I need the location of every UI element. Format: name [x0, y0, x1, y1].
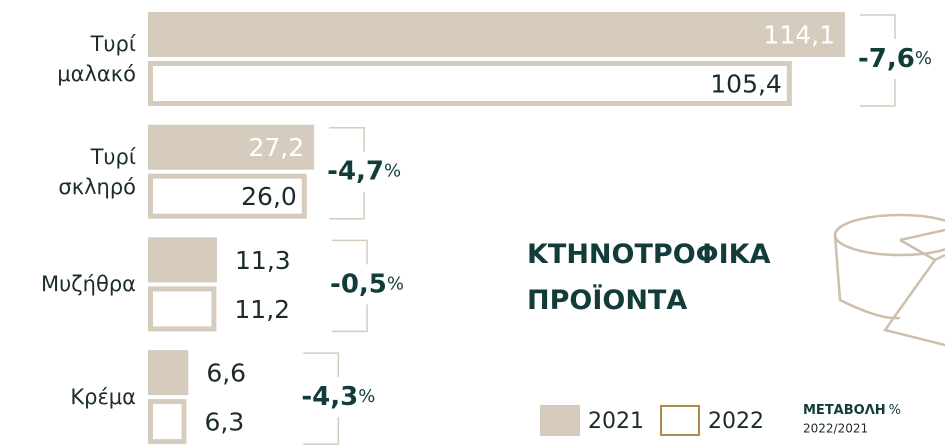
change-unit: %: [387, 273, 404, 294]
cheese-icon: [835, 215, 945, 345]
bar: [151, 402, 184, 442]
bar: [148, 12, 845, 57]
category-label: Τυρί μαλακό: [57, 29, 136, 89]
change-value: -7,6: [858, 44, 915, 74]
chart-svg: ΚΤΗΝΟΤΡΟΦΙΚΑΠΡΟΪΟΝΤΑ 114,1 105,4 -7,6% 27,2…: [0, 0, 945, 447]
value-label: 26,0: [241, 182, 297, 211]
bar: [151, 289, 214, 329]
change-unit: %: [915, 48, 932, 69]
change-legend-label: ΜΕΤΑΒΟΛΗ%: [803, 403, 901, 418]
change-unit: %: [384, 161, 401, 182]
change-legend-unit: %: [889, 403, 901, 418]
value-label: 6,3: [204, 408, 244, 437]
value-label: 105,4: [710, 70, 782, 99]
legend-label: 2021: [588, 409, 644, 434]
change-label: -4,3%: [301, 382, 375, 412]
value-label: 6,6: [206, 359, 246, 388]
value-label: 27,2: [248, 133, 304, 162]
chart: ΚΤΗΝΟΤΡΟΦΙΚΑΠΡΟΪΟΝΤΑ 114,1 105,4 -7,6% 27,2…: [0, 0, 945, 447]
bar: [148, 237, 217, 282]
value-label: 11,3: [235, 246, 291, 275]
value-label: 11,2: [234, 295, 290, 324]
change-value: -4,7: [327, 156, 384, 186]
change-label: -4,7%: [327, 156, 401, 186]
legend-swatch: [540, 405, 580, 436]
category-label: Μυζήθρα: [41, 269, 136, 299]
bar: [151, 64, 790, 104]
change-value: -0,5: [330, 269, 387, 299]
legend-swatch: [661, 406, 699, 435]
change-legend-title: ΜΕΤΑΒΟΛΗ: [803, 403, 886, 418]
category-label: Κρέμα: [70, 382, 136, 412]
change-legend-period: 2022/2021: [803, 422, 868, 436]
change-label: -0,5%: [330, 269, 404, 299]
legend-label: 2022: [708, 409, 764, 434]
change-unit: %: [358, 386, 375, 407]
category-label: Τυρί σκληρό: [58, 142, 136, 202]
value-label: 114,1: [763, 21, 835, 50]
bar: [148, 350, 188, 395]
change-value: -4,3: [301, 382, 358, 412]
